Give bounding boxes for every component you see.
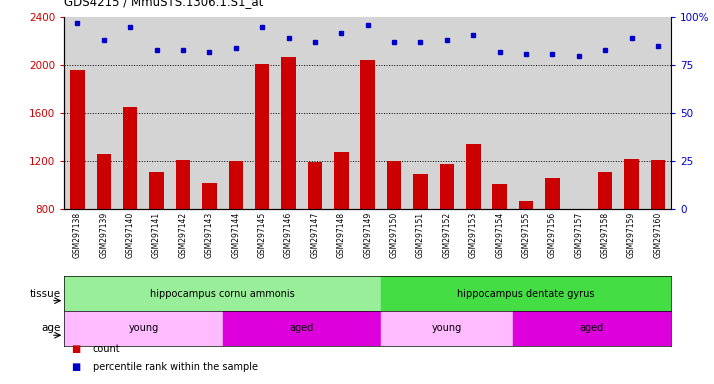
Text: ■: ■ [71,362,81,372]
Bar [413,174,428,209]
Bar [64,276,381,311]
Bar [545,178,560,209]
Bar [650,160,665,209]
Bar [334,152,348,209]
Bar [440,164,454,209]
Bar [513,311,671,346]
Bar [64,311,223,346]
Text: hippocampus dentate gyrus: hippocampus dentate gyrus [457,289,595,299]
Bar [466,144,481,209]
Bar [387,161,401,209]
Bar [624,159,639,209]
Text: young: young [432,323,462,333]
Bar [493,184,507,209]
Text: young: young [129,323,159,333]
Text: aged: aged [580,323,604,333]
Text: GDS4215 / MmuSTS.1306.1.S1_at: GDS4215 / MmuSTS.1306.1.S1_at [64,0,263,8]
Text: tissue: tissue [29,289,61,299]
Text: count: count [93,344,121,354]
Bar [96,154,111,209]
Bar [519,201,533,209]
Bar [176,160,190,209]
Bar [202,183,216,209]
Bar [123,107,138,209]
Bar [255,64,269,209]
Bar [228,161,243,209]
Bar [223,311,381,346]
Text: age: age [41,323,61,333]
Bar [598,172,613,209]
Bar [149,172,164,209]
Bar [381,311,513,346]
Bar [70,70,85,209]
Text: percentile rank within the sample: percentile rank within the sample [93,362,258,372]
Text: ■: ■ [71,344,81,354]
Bar [361,61,375,209]
Bar [281,57,296,209]
Text: aged: aged [290,323,314,333]
Text: hippocampus cornu ammonis: hippocampus cornu ammonis [150,289,295,299]
Bar [381,276,671,311]
Bar [308,162,322,209]
